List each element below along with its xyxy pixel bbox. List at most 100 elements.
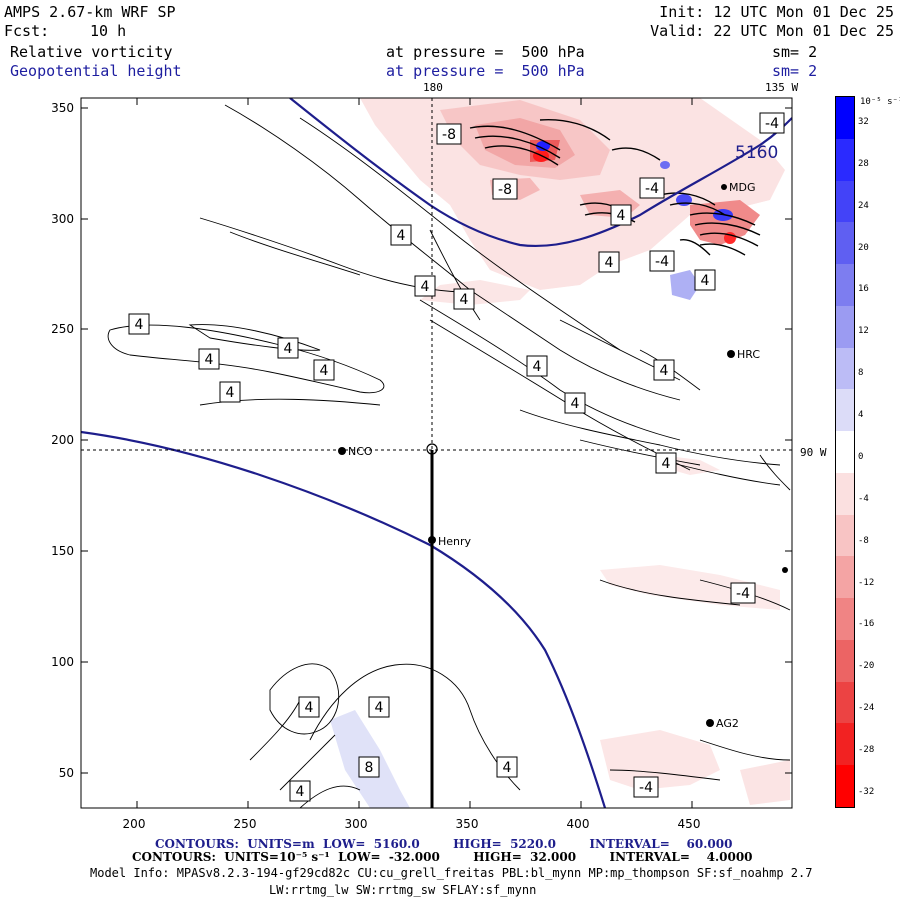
contour-label: -4	[639, 780, 653, 796]
y-tick-label: 200	[51, 433, 74, 447]
colorbar-swatch	[836, 389, 854, 432]
colorbar-label: -4	[858, 493, 869, 504]
contour-label: 4	[660, 363, 669, 379]
colorbar-swatch	[836, 347, 854, 390]
contour-label: 4	[135, 317, 144, 333]
colorbar-swatch	[836, 180, 854, 223]
y-tick-label: 150	[51, 544, 74, 558]
colorbar-swatch	[836, 681, 854, 724]
lon-label-135w: 135 W	[765, 81, 799, 94]
contour-label: 4	[617, 208, 626, 224]
colorbar-label: -28	[858, 745, 875, 756]
field1-name: Relative vorticity	[10, 43, 173, 61]
y-tick-label: 50	[59, 766, 74, 780]
colorbar-swatch	[836, 765, 854, 808]
contour-label: -4	[736, 586, 750, 602]
colorbar-label: 20	[858, 242, 869, 253]
model-info: Model Info: MPASv8.2.3-194-gf29cd82c CU:…	[90, 866, 813, 880]
colorbar-label: -12	[858, 577, 875, 588]
contour-label: 4	[421, 279, 430, 295]
y-axis	[81, 107, 792, 774]
field1-smoothing: sm= 2	[772, 43, 818, 61]
y-tick-label: 350	[51, 101, 74, 115]
field2-name: Geopotential height	[10, 62, 182, 80]
x-tick-label: 200	[123, 817, 146, 831]
station-label: HRC	[737, 348, 760, 361]
colorbar-swatch	[836, 305, 854, 348]
plot-frame	[80, 97, 793, 809]
contour-label: 4	[662, 456, 671, 472]
geopotential-height-contours	[81, 98, 792, 808]
field1-level: at pressure = 500 hPa	[386, 43, 585, 61]
negative-vorticity-shading	[360, 98, 790, 805]
contour-label: 4	[605, 255, 614, 271]
height-contour-info: CONTOURS: UNITS=m LOW= 5160.0 HIGH= 5220…	[155, 837, 733, 851]
colorbar-swatch	[836, 264, 854, 306]
x-axis	[136, 98, 693, 808]
colorbar	[835, 96, 855, 808]
station-marker	[426, 443, 438, 455]
contour-label: -4	[645, 181, 659, 197]
x-tick-label: 450	[678, 817, 701, 831]
colorbar-label: -16	[858, 619, 875, 630]
station-marker	[706, 719, 714, 727]
colorbar-label: 28	[858, 158, 869, 169]
contour-label: 4	[503, 760, 512, 776]
colorbar-label: 12	[858, 326, 869, 337]
station-marker	[721, 184, 727, 190]
model-title: AMPS 2.67-km WRF SP	[4, 3, 176, 21]
height-contour-label: 5160	[735, 143, 778, 163]
station-label: AG2	[716, 717, 739, 730]
contour-label: 4	[397, 228, 406, 244]
contour-label: -4	[655, 254, 669, 270]
station-label: NCO	[348, 445, 373, 458]
colorbar-swatch	[836, 556, 854, 599]
lon-label-180: 180	[423, 81, 443, 94]
colorbar-label: 32	[858, 116, 869, 127]
contour-label: -4	[765, 116, 779, 132]
lon-label-90w: 90 W	[800, 446, 827, 459]
stations: NCO Henry HRC AG2 MDG	[338, 181, 788, 730]
y-tick-label: 300	[51, 212, 74, 226]
station-label: MDG	[729, 181, 756, 194]
colorbar-swatch	[836, 472, 854, 515]
y-tick-label: 100	[51, 655, 74, 669]
station-label: Henry	[438, 535, 472, 548]
contour-label: 4	[320, 363, 329, 379]
contour-label: 4	[533, 359, 542, 375]
field2-level: at pressure = 500 hPa	[386, 62, 585, 80]
colorbar-unit: 10⁻⁵ s⁻¹	[860, 97, 900, 107]
contour-label: -8	[442, 127, 456, 143]
station-marker	[338, 447, 346, 455]
x-tick-label: 300	[345, 817, 368, 831]
colorbar-swatch	[836, 222, 854, 265]
colorbar-label: -24	[858, 703, 875, 714]
forecast-hour: 10 h	[90, 22, 127, 40]
colorbar-label: 16	[858, 284, 869, 295]
vorticity-contour-info: CONTOURS: UNITS=10⁻⁵ s⁻¹ LOW= -32.000 HI…	[132, 850, 753, 864]
contour-labels: -8 -8 -4 -4 4 -4 4 4 4 4 4 4 4 4 4 4 4 4…	[128, 112, 785, 802]
contour-label: 8	[365, 760, 374, 776]
contour-label: 4	[305, 700, 314, 716]
contour-label: 4	[701, 273, 710, 289]
forecast-label: Fcst:	[4, 22, 50, 40]
contour-label: 4	[205, 352, 214, 368]
x-tick-label: 350	[456, 817, 479, 831]
contour-label: 4	[375, 700, 384, 716]
colorbar-swatch	[836, 639, 854, 682]
colorbar-swatch	[836, 514, 854, 557]
station-marker	[727, 350, 735, 358]
y-tick-label: 250	[51, 322, 74, 336]
contour-label: 4	[460, 292, 469, 308]
model-info-physics: LW:rrtmg_lw SW:rrtmg_sw SFLAY:sf_mynn	[269, 883, 537, 897]
colorbar-swatch	[836, 138, 854, 181]
contour-label: -8	[498, 182, 512, 198]
vorticity-contours-dense	[469, 118, 761, 256]
station-marker	[782, 567, 788, 573]
colorbar-swatch	[836, 723, 854, 766]
x-tick-label: 400	[567, 817, 590, 831]
contour-label: 4	[226, 385, 235, 401]
vorticity-contours	[107, 104, 791, 808]
colorbar-label: -32	[858, 787, 875, 797]
